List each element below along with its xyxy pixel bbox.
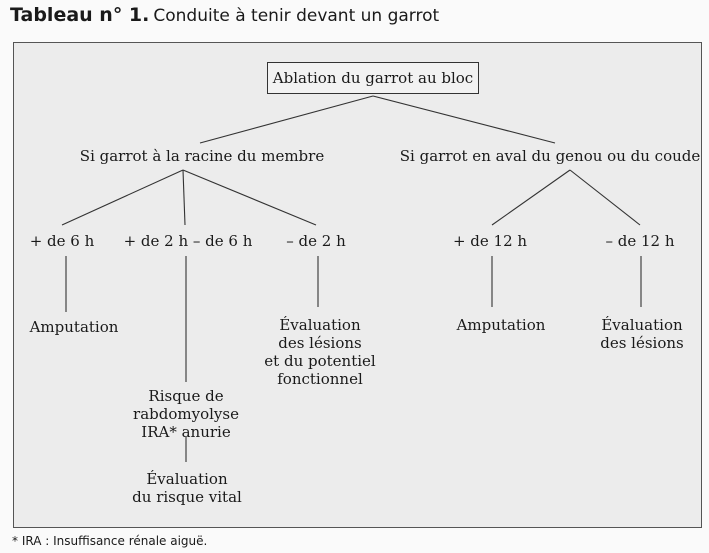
- edge-aval-12h-minus: [569, 169, 641, 226]
- evaluation-potentiel-line-3: et du potentiel: [264, 352, 376, 370]
- root-node: Ablation du garrot au bloc: [267, 62, 479, 94]
- risque-line-1: Risque de: [148, 387, 224, 405]
- edge-root-racine: [199, 95, 374, 144]
- duration-plus-12h: + de 12 h: [452, 232, 528, 250]
- duration-2-to-6h: + de 2 h – de 6 h: [123, 232, 253, 250]
- duration-minus-2h: – de 2 h: [286, 232, 346, 250]
- duration-plus-6h: + de 6 h: [29, 232, 95, 250]
- evaluation-vital-line-2: du risque vital: [132, 488, 242, 506]
- evaluation-lesions-line-1: Évaluation: [601, 316, 683, 334]
- outcome-evaluation-risque-vital: Évaluation du risque vital: [132, 470, 242, 506]
- evaluation-lesions-line-2: des lésions: [600, 334, 684, 352]
- evaluation-potentiel-line-4: fonctionnel: [277, 370, 363, 388]
- evaluation-potentiel-line-2: des lésions: [278, 334, 362, 352]
- outcome-amputation-racine: Amputation: [29, 318, 119, 336]
- edge-aval-12h-plus: [491, 169, 571, 226]
- edge-racine-2h: [182, 169, 317, 226]
- outcome-evaluation-lesions: Évaluation des lésions: [600, 316, 684, 352]
- edge-racine-6h: [61, 169, 184, 226]
- branch-aval: Si garrot en aval du genou ou du coude: [399, 147, 701, 165]
- table-caption: Conduite à tenir devant un garrot: [153, 6, 440, 26]
- evaluation-potentiel-line-1: Évaluation: [279, 316, 361, 334]
- evaluation-vital-line-1: Évaluation: [146, 470, 228, 488]
- footnote: * IRA : Insuffisance rénale aiguë.: [12, 534, 208, 548]
- branch-racine: Si garrot à la racine du membre: [79, 147, 325, 165]
- risque-line-2: rabdomyolyse: [133, 405, 239, 423]
- edge-root-aval: [372, 95, 556, 144]
- table-title: Tableau n° 1. Conduite à tenir devant un …: [10, 4, 439, 26]
- outcome-amputation-aval: Amputation: [456, 316, 546, 334]
- risque-line-3: IRA* anurie: [141, 423, 231, 441]
- table-number: Tableau n° 1.: [10, 4, 150, 26]
- diagram-frame: [13, 42, 702, 528]
- edge-racine-2-6h: [182, 169, 186, 226]
- outcome-risque-rabdomyolyse: Risque de rabdomyolyse IRA* anurie: [133, 387, 239, 441]
- duration-minus-12h: – de 12 h: [605, 232, 675, 250]
- outcome-evaluation-potentiel: Évaluation des lésions et du potentiel f…: [264, 316, 375, 388]
